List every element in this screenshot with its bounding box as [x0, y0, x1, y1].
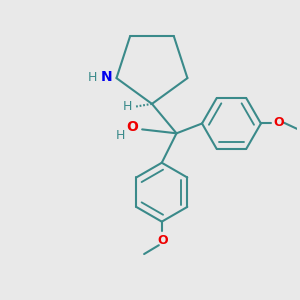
Text: O: O: [158, 234, 168, 247]
Text: H: H: [123, 100, 132, 113]
Text: O: O: [126, 120, 138, 134]
Text: O: O: [273, 116, 284, 129]
Text: N: N: [101, 70, 112, 84]
Text: H: H: [116, 129, 125, 142]
Text: H: H: [87, 70, 97, 84]
